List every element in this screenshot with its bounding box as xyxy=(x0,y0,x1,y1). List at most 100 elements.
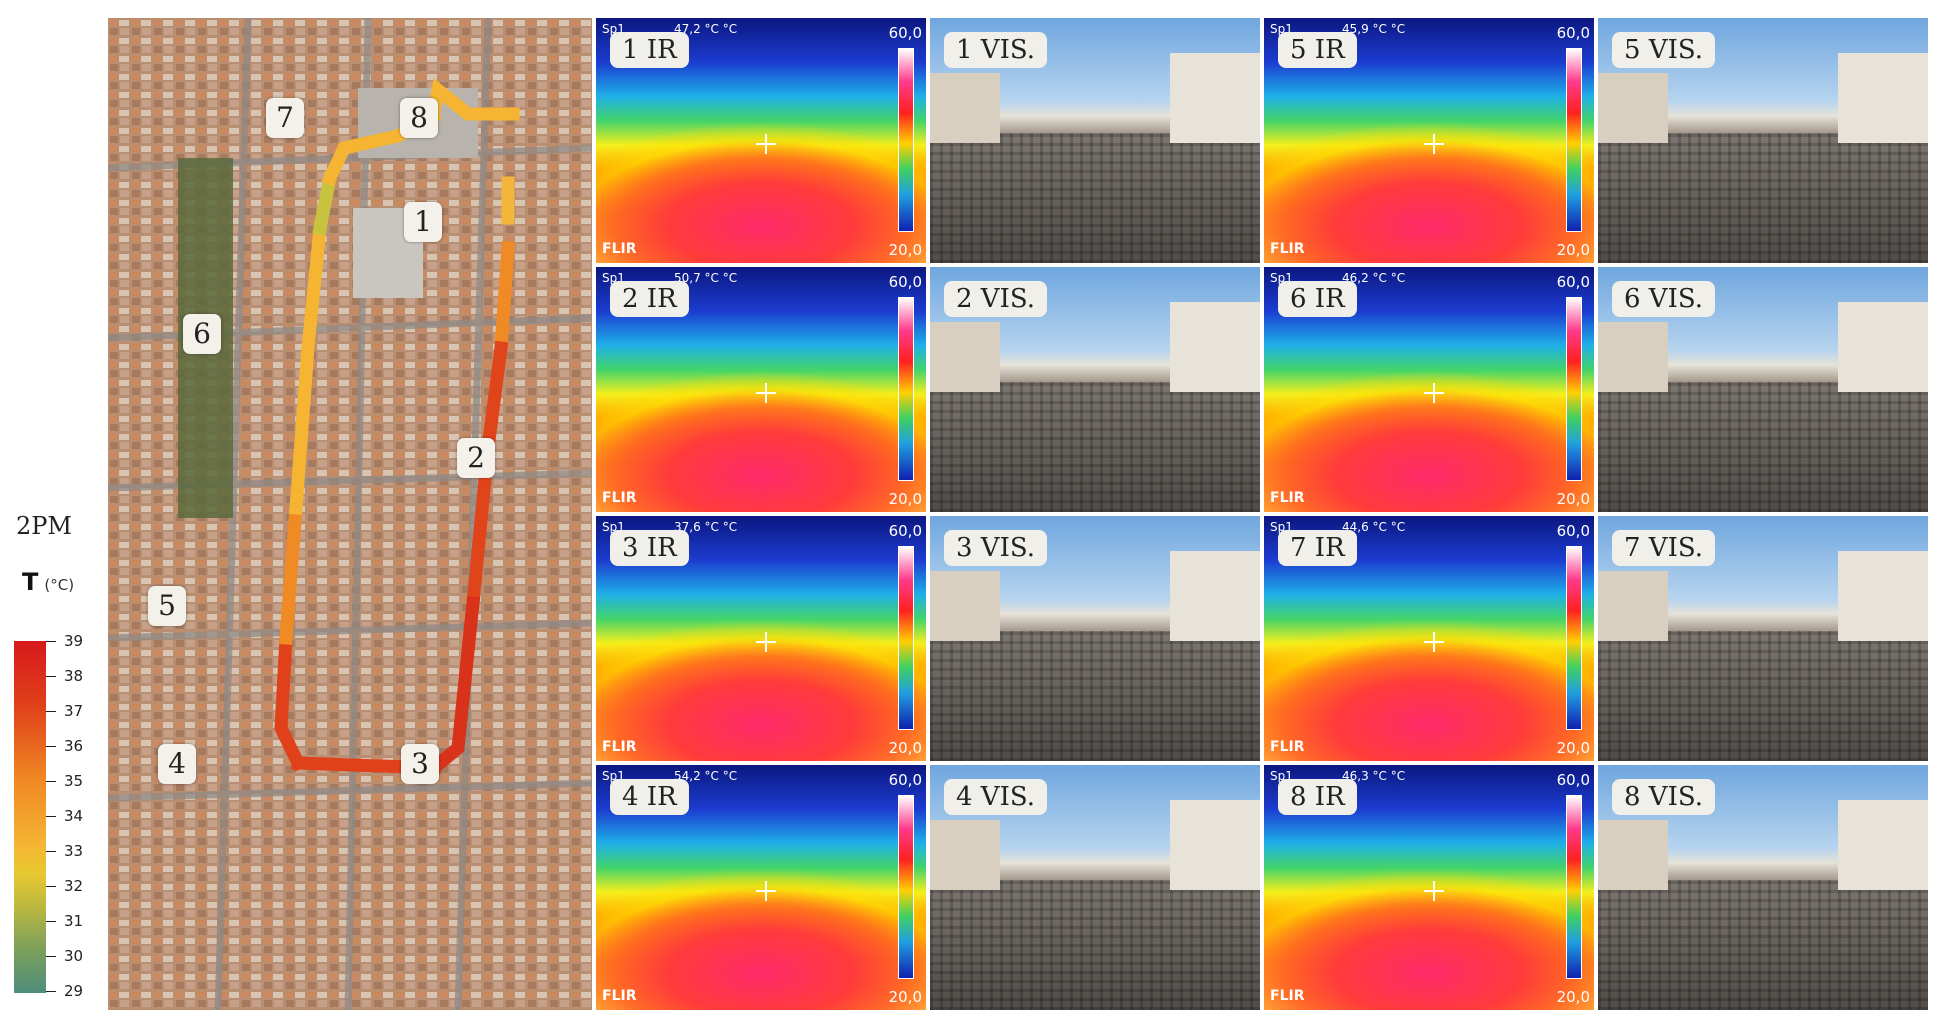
aerial-map: 1 2 3 4 5 6 7 8 xyxy=(108,18,592,1010)
temperature-legend: 2PM T (°C) 39 38 37 36 35 34 33 32 31 30 … xyxy=(0,500,108,1020)
ir-scale-min: 20,0 xyxy=(888,490,922,508)
spot-reading: 50,7 °C °C xyxy=(674,271,738,285)
legend-tick: 33 xyxy=(46,842,98,862)
ir-image-8: Sp1 37,6 °C °C 60,0 20,0 FLIR 3 IR xyxy=(596,516,926,761)
spot-reading: 46,3 °C °C xyxy=(1342,769,1406,783)
legend-tick: 35 xyxy=(46,772,98,792)
crosshair-icon xyxy=(1424,383,1444,403)
building xyxy=(1170,53,1260,143)
building xyxy=(1598,820,1668,890)
ir-scale-min: 20,0 xyxy=(888,241,922,259)
map-point-1: 1 xyxy=(404,202,442,242)
ir-color-scale xyxy=(898,48,914,232)
image-label: 6 IR xyxy=(1278,281,1357,317)
image-label: 4 VIS. xyxy=(944,779,1048,815)
map-point-3: 3 xyxy=(401,744,439,784)
legend-tick: 30 xyxy=(46,947,98,967)
visible-image-9: 3 VIS. xyxy=(930,516,1260,761)
ir-color-scale xyxy=(1566,48,1582,232)
map-point-6: 6 xyxy=(183,314,221,354)
legend-tick: 32 xyxy=(46,877,98,897)
building xyxy=(1838,800,1928,890)
ir-scale-max: 60,0 xyxy=(1556,771,1590,789)
visible-image-7: 6 VIS. xyxy=(1598,267,1928,512)
flir-logo: FLIR xyxy=(602,490,637,506)
street-pavement xyxy=(1598,631,1928,761)
building xyxy=(1598,322,1668,392)
map-point-5: 5 xyxy=(148,586,186,626)
flir-logo: FLIR xyxy=(1270,988,1305,1004)
image-label: 6 VIS. xyxy=(1612,281,1716,317)
map-point-4: 4 xyxy=(158,744,196,784)
image-label: 1 VIS. xyxy=(944,32,1048,68)
building xyxy=(930,820,1000,890)
photo-grid: Sp1 47,2 °C °C 60,0 20,0 FLIR 1 IR 1 VIS. Sp1 45… xyxy=(596,18,1928,1010)
flir-logo: FLIR xyxy=(602,739,637,755)
legend-unit: (°C) xyxy=(44,576,75,594)
ir-image-12: Sp1 54,2 °C °C 60,0 20,0 FLIR 4 IR xyxy=(596,765,926,1010)
flir-logo: FLIR xyxy=(602,988,637,1004)
street-pavement xyxy=(930,631,1260,761)
image-label: 3 IR xyxy=(610,530,689,566)
ir-scale-max: 60,0 xyxy=(888,273,922,291)
image-label: 7 IR xyxy=(1278,530,1357,566)
ir-color-scale xyxy=(1566,795,1582,979)
ir-image-6: Sp1 46,2 °C °C 60,0 20,0 FLIR 6 IR xyxy=(1264,267,1594,512)
building xyxy=(1838,551,1928,641)
legend-tick: 36 xyxy=(46,737,98,757)
image-label: 1 IR xyxy=(610,32,689,68)
ir-scale-max: 60,0 xyxy=(1556,24,1590,42)
building xyxy=(1838,53,1928,143)
spot-reading: 47,2 °C °C xyxy=(674,22,738,36)
spot-reading: 37,6 °C °C xyxy=(674,520,738,534)
image-label: 5 IR xyxy=(1278,32,1357,68)
ir-color-scale xyxy=(898,795,914,979)
ir-image-10: Sp1 44,6 °C °C 60,0 20,0 FLIR 7 IR xyxy=(1264,516,1594,761)
visible-image-13: 4 VIS. xyxy=(930,765,1260,1010)
ir-color-scale xyxy=(1566,546,1582,730)
legend-tick: 37 xyxy=(46,702,98,722)
street-pavement xyxy=(930,133,1260,263)
map-drawing xyxy=(108,18,592,1010)
crosshair-icon xyxy=(756,383,776,403)
ir-scale-max: 60,0 xyxy=(888,522,922,540)
image-label: 7 VIS. xyxy=(1612,530,1716,566)
building xyxy=(930,322,1000,392)
building xyxy=(1598,571,1668,641)
visible-image-1: 1 VIS. xyxy=(930,18,1260,263)
flir-logo: FLIR xyxy=(1270,241,1305,257)
ir-scale-max: 60,0 xyxy=(888,24,922,42)
visible-image-3: 5 VIS. xyxy=(1598,18,1928,263)
building xyxy=(930,571,1000,641)
street-pavement xyxy=(930,880,1260,1010)
ir-scale-max: 60,0 xyxy=(888,771,922,789)
map-point-2: 2 xyxy=(457,438,495,478)
building xyxy=(930,73,1000,143)
ir-image-14: Sp1 46,3 °C °C 60,0 20,0 FLIR 8 IR xyxy=(1264,765,1594,1010)
map-point-7: 7 xyxy=(266,98,304,138)
ir-image-2: Sp1 45,9 °C °C 60,0 20,0 FLIR 5 IR xyxy=(1264,18,1594,263)
ir-scale-min: 20,0 xyxy=(888,988,922,1006)
legend-tick: 31 xyxy=(46,912,98,932)
image-label: 8 VIS. xyxy=(1612,779,1716,815)
visible-image-5: 2 VIS. xyxy=(930,267,1260,512)
legend-title-text: T xyxy=(22,568,39,596)
spot-reading: 54,2 °C °C xyxy=(674,769,738,783)
crosshair-icon xyxy=(756,881,776,901)
crosshair-icon xyxy=(756,632,776,652)
legend-tick: 29 xyxy=(46,982,98,1002)
crosshair-icon xyxy=(1424,881,1444,901)
spot-reading: 45,9 °C °C xyxy=(1342,22,1406,36)
building xyxy=(1170,800,1260,890)
building xyxy=(1838,302,1928,392)
ir-image-0: Sp1 47,2 °C °C 60,0 20,0 FLIR 1 IR xyxy=(596,18,926,263)
street-pavement xyxy=(1598,880,1928,1010)
ir-color-scale xyxy=(898,546,914,730)
crosshair-icon xyxy=(1424,134,1444,154)
color-scale-bar xyxy=(14,641,46,993)
street-pavement xyxy=(1598,133,1928,263)
image-label: 5 VIS. xyxy=(1612,32,1716,68)
time-label: 2PM xyxy=(16,512,72,540)
flir-logo: FLIR xyxy=(602,241,637,257)
street-pavement xyxy=(930,382,1260,512)
